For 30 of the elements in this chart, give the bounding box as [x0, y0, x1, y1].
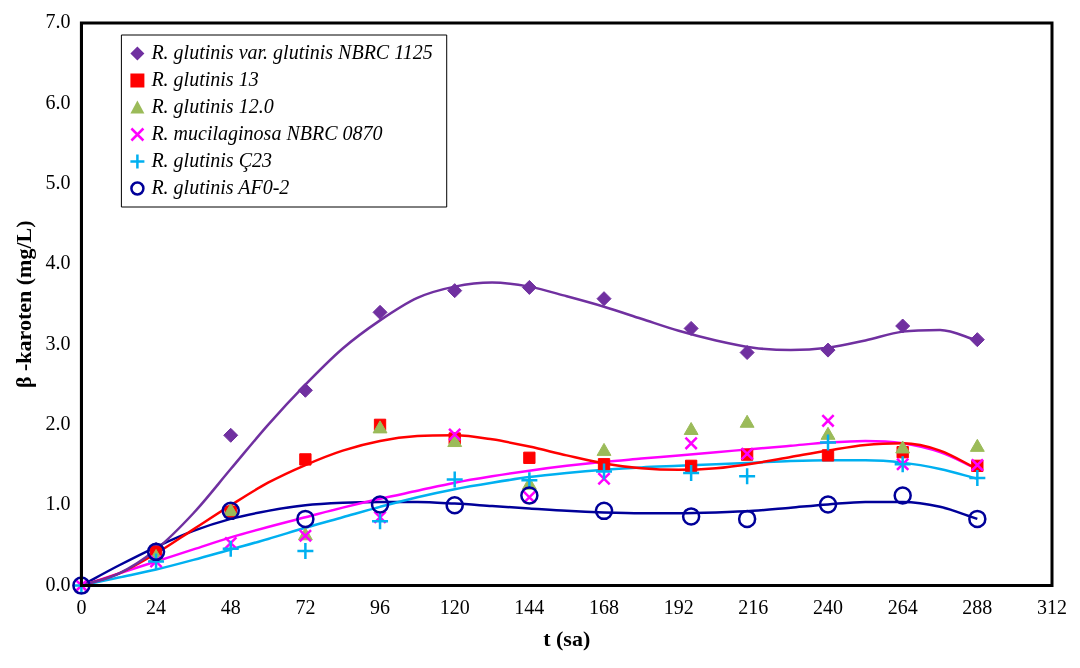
- x-tick-label: 0: [76, 595, 87, 618]
- y-tick-label: 6.0: [45, 90, 71, 113]
- x-tick-label: 216: [738, 595, 769, 618]
- x-tick-label: 24: [146, 595, 167, 618]
- x-tick-label: 48: [220, 595, 241, 618]
- legend-label: R. mucilaginosa NBRC 0870: [150, 121, 383, 145]
- x-tick-label: 120: [439, 595, 470, 618]
- legend-label: R. glutinis AF0-2: [150, 175, 290, 199]
- y-axis-title: β -karoten (mg/L): [10, 220, 36, 389]
- legend-label: R. glutinis Ç23: [150, 148, 272, 172]
- y-tick-label: 1.0: [45, 492, 71, 515]
- y-tick-label: 7.0: [45, 10, 71, 33]
- x-tick-label: 192: [663, 595, 694, 618]
- legend-label: R. glutinis 13: [150, 67, 259, 91]
- x-axis-title: t (sa): [543, 626, 591, 652]
- y-tick-label: 2.0: [45, 412, 71, 435]
- x-tick-label: 72: [295, 595, 316, 618]
- x-tick-label: 240: [813, 595, 844, 618]
- y-tick-label: 4.0: [45, 251, 71, 274]
- x-tick-label: 312: [1037, 595, 1067, 618]
- y-tick-label: 0.0: [45, 572, 71, 595]
- x-tick-label: 264: [887, 595, 918, 618]
- y-tick-label: 5.0: [45, 170, 71, 193]
- y-tick-label: 3.0: [45, 331, 71, 354]
- x-tick-label: 96: [370, 595, 391, 618]
- x-tick-label: 288: [962, 595, 993, 618]
- legend-label: R. glutinis var. glutinis NBRC 1125: [150, 40, 433, 64]
- x-tick-label: 168: [589, 595, 620, 618]
- legend-label: R. glutinis 12.0: [150, 94, 274, 118]
- x-tick-label: 144: [514, 595, 545, 618]
